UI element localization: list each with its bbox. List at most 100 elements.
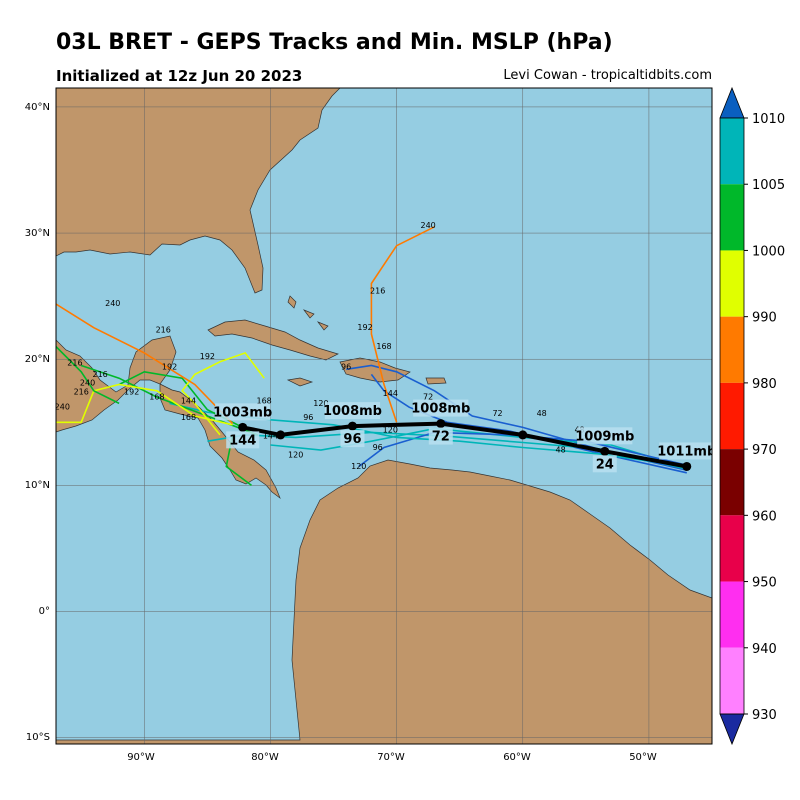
colorbar-segment [720,316,744,383]
colorbar-label: 1005 [752,178,785,193]
member-track-line [181,351,265,436]
colorbar-label: 1010 [752,112,785,127]
hour-label: 96 [343,432,361,447]
mexico-central-america [56,335,281,500]
north-america [56,88,341,294]
track-hour-label: 144 [263,432,278,441]
colorbar-label: 960 [752,509,777,524]
track-hour-label: 144 [383,389,398,398]
mean-track: 1011mb 1009mb 24 1008mb 72 1008mb 96 1003mb 144 [213,399,716,473]
mslp-label-bg [413,399,469,417]
track-hour-label: 120 [313,399,328,408]
colorbar-segment [720,647,744,714]
mean-track-point [436,419,446,429]
track-hour-label: 96 [373,443,383,452]
lat-tick-0: 0° [39,606,50,617]
member-track-line [56,303,234,425]
track-hour-label: 96 [341,362,351,371]
jamaica [286,377,314,387]
lon-tick-80w: 80°W [251,752,279,763]
south-america [56,459,712,744]
member-track-line [370,226,435,423]
track-hour-label: 96 [303,413,313,422]
mean-track-point [238,422,248,432]
track-hour-label: 168 [376,342,391,351]
credit-text: Levi Cowan - tropicaltidbits.com [503,68,712,83]
mslp-label-bg [659,442,712,460]
member-track-line [56,383,233,426]
track-hour-label: 168 [257,396,272,405]
mslp-label: 1008mb [411,402,470,417]
track-hour-label: 192 [124,388,139,397]
colorbar-label: 980 [752,377,777,392]
lon-axis: 90°W 80°W 70°W 60°W 50°W [127,752,657,763]
colorbar-label: 970 [752,443,777,458]
mean-track-point [682,461,692,471]
lat-tick-20n: 20°N [25,354,50,365]
mslp-label: 1003mb [213,405,272,420]
colorbar-segment [720,581,744,648]
mean-track-point [276,430,286,440]
track-hour-label: 240 [421,221,436,230]
track-hour-label: 72 [423,393,433,402]
hour-label: 24 [596,457,614,472]
map-frame [55,87,713,745]
colorbar-label: 950 [752,576,777,591]
track-hour-label: 240 [55,403,70,412]
colorbar-label: 1000 [752,244,785,259]
colorbar-label: 990 [752,311,777,326]
lon-tick-50w: 50°W [629,752,657,763]
track-hour-label: 120 [383,425,398,434]
hour-label-bg [428,427,453,445]
colorbar: 1010 1005 1000 990 980 970 960 950 940 930 [719,86,785,746]
cuba [207,319,339,361]
lat-tick-10n: 10°N [25,480,50,491]
member-track-line [358,431,687,468]
lat-tick-30n: 30°N [25,228,50,239]
track-hour-label: 216 [67,359,82,368]
track-hour-label: 216 [93,370,108,379]
member-track-line [370,373,687,474]
track-hour-label: 120 [288,451,303,460]
member-track-line [56,346,120,405]
track-hour-label: 168 [149,393,164,402]
colorbar-segment [720,515,744,582]
mslp-label: 1011mb [657,444,716,459]
hour-label: 72 [432,430,450,445]
lon-tick-70w: 70°W [377,752,405,763]
colorbar-label: 930 [752,708,777,723]
track-hour-label: 48 [556,446,566,455]
mslp-label: 1009mb [575,429,634,444]
hour-label-bg [226,431,260,449]
hour-label: 144 [229,433,256,448]
colorbar-frame [719,117,745,715]
track-hour-label: 168 [181,413,196,422]
colorbar-segment [720,382,744,450]
colorbar-top-arrow [719,86,745,119]
lat-tick-10s: 10°S [26,732,50,743]
colorbar-bottom-arrow [719,713,745,746]
mslp-label-bg [215,403,271,421]
graticule [56,88,712,744]
colorbar-label: 940 [752,642,777,657]
mslp-label: 1008mb [323,404,382,419]
track-hour-label: 240 [80,379,95,388]
lat-axis: 40°N 30°N 20°N 10°N 0° 10°S [25,102,50,743]
colorbar-segment [720,250,744,317]
colorbar-segment [720,184,744,251]
track-hour-label: 192 [162,362,177,371]
bahamas [287,295,329,331]
mean-track-point [600,446,610,456]
colorbar-segment [720,118,744,185]
mslp-label-bg [577,427,633,445]
lon-tick-60w: 60°W [503,752,531,763]
track-hour-label: 120 [351,462,366,471]
land [56,88,712,744]
track-hour-label: 192 [357,323,372,332]
track-hour-label: 144 [181,396,196,405]
mslp-label-bg [324,402,381,420]
chart-title: 03L BRET - GEPS Tracks and Min. MSLP (hP… [56,30,613,55]
